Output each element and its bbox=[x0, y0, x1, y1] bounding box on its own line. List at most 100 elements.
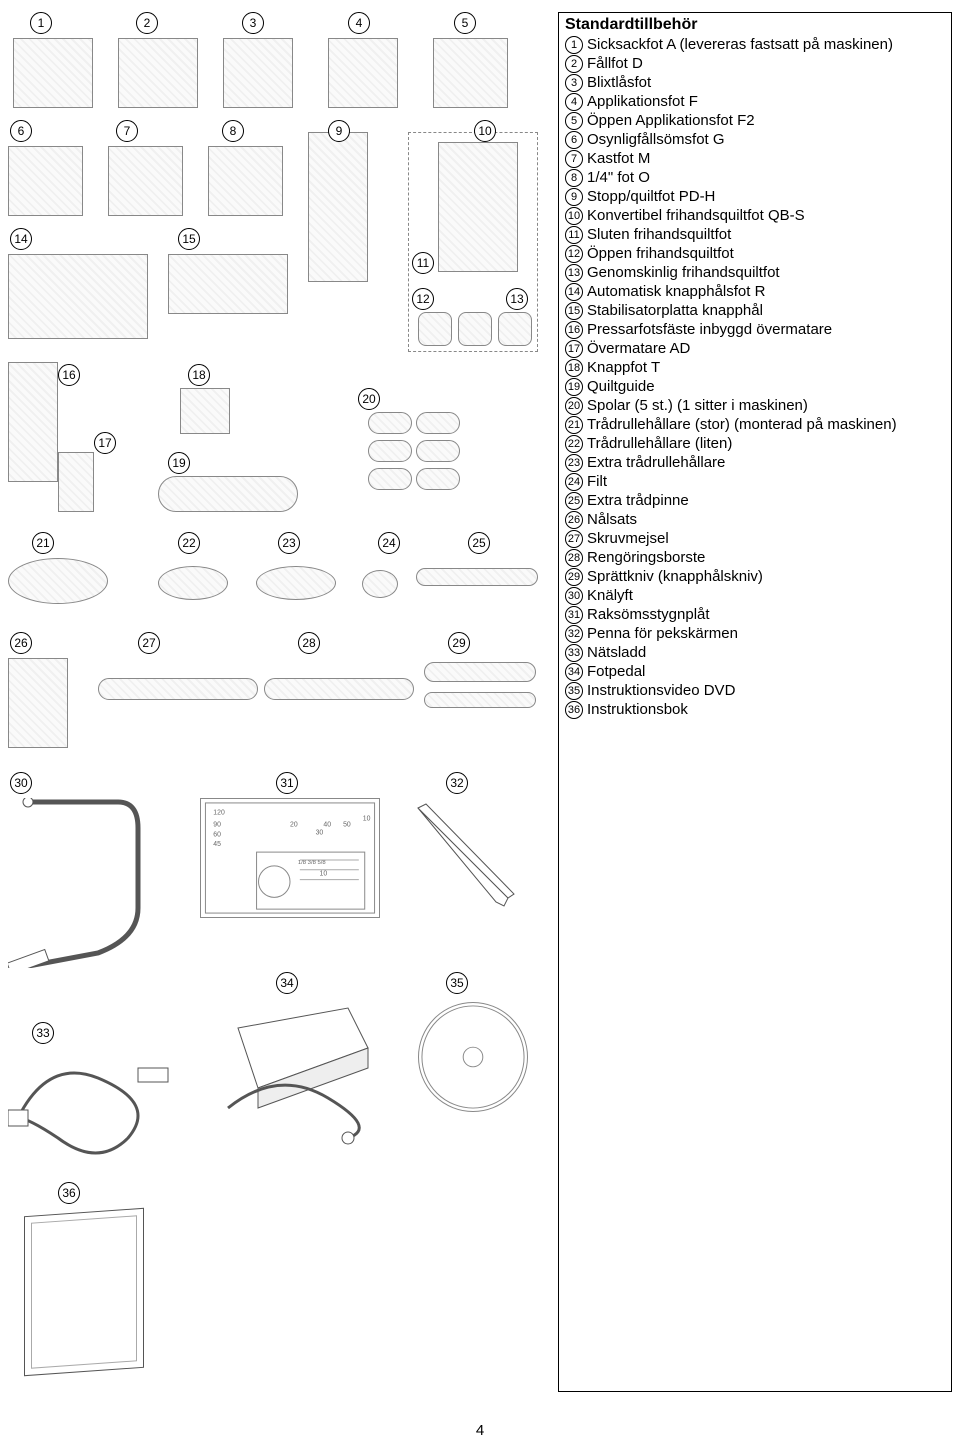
callout-32: 32 bbox=[446, 772, 468, 794]
legend-item-number: 8 bbox=[565, 169, 583, 187]
callout-4: 4 bbox=[348, 12, 370, 34]
legend-item: 2Fållfot D bbox=[563, 54, 951, 73]
bobbin-5-sketch bbox=[368, 468, 412, 490]
legend-item-number: 1 bbox=[565, 36, 583, 54]
callout-12: 12 bbox=[412, 288, 434, 310]
stabilizer-plate-sketch bbox=[168, 254, 288, 314]
seam-ripper-sketch bbox=[424, 692, 536, 708]
closed-freehand-sketch bbox=[418, 312, 452, 346]
foot-g-sketch bbox=[8, 146, 83, 216]
screwdriver-sketch bbox=[98, 678, 258, 700]
page-container: 1 2 3 4 5 6 7 8 9 10 11 12 13 bbox=[0, 0, 960, 1432]
callout-15: 15 bbox=[178, 228, 200, 250]
brush-sketch bbox=[264, 678, 414, 700]
foot-d-sketch bbox=[118, 38, 198, 108]
legend-item-label: Öppen Applikationsfot F2 bbox=[587, 111, 951, 130]
legend-item-number: 23 bbox=[565, 454, 583, 472]
bobbin-4-sketch bbox=[416, 440, 460, 462]
legend-item: 1Sicksackfot A (levereras fastsatt på ma… bbox=[563, 35, 951, 54]
foot-o-sketch bbox=[208, 146, 283, 216]
legend-item-number: 2 bbox=[565, 55, 583, 73]
legend-item-label: Trådrullehållare (stor) (monterad på mas… bbox=[587, 415, 951, 434]
legend-item: 35Instruktionsvideo DVD bbox=[563, 681, 951, 700]
power-cord-sketch bbox=[8, 1048, 178, 1158]
legend-item-label: Sluten frihandsquiltfot bbox=[587, 225, 951, 244]
callout-2: 2 bbox=[136, 12, 158, 34]
svg-text:90: 90 bbox=[213, 822, 221, 829]
legend-item: 33Nätsladd bbox=[563, 643, 951, 662]
legend-item: 26Nålsats bbox=[563, 510, 951, 529]
callout-5: 5 bbox=[454, 12, 476, 34]
legend-item: 5Öppen Applikationsfot F2 bbox=[563, 111, 951, 130]
callout-9: 9 bbox=[328, 120, 350, 142]
legend-item: 13Genomskinlig frihandsquiltfot bbox=[563, 263, 951, 282]
foot-f2-sketch bbox=[433, 38, 508, 108]
svg-text:20: 20 bbox=[290, 822, 298, 829]
legend-item-label: Knälyft bbox=[587, 586, 951, 605]
legend-item-number: 26 bbox=[565, 511, 583, 529]
legend-title: Standardtillbehör bbox=[563, 15, 951, 35]
legend-item: 7Kastfot M bbox=[563, 149, 951, 168]
legend-item-label: Automatisk knapphålsfot R bbox=[587, 282, 951, 301]
legend-item-number: 29 bbox=[565, 568, 583, 586]
callout-31: 31 bbox=[276, 772, 298, 794]
legend-item-number: 11 bbox=[565, 226, 583, 244]
callout-8: 8 bbox=[222, 120, 244, 142]
svg-text:50: 50 bbox=[343, 822, 351, 829]
legend-item: 3Blixtlåsfot bbox=[563, 73, 951, 92]
legend-item-number: 33 bbox=[565, 644, 583, 662]
svg-text:45: 45 bbox=[213, 841, 221, 848]
legend-item: 34Fotpedal bbox=[563, 662, 951, 681]
legend-item: 19Quiltguide bbox=[563, 377, 951, 396]
legend-item-label: Stabilisatorplatta knapphål bbox=[587, 301, 951, 320]
foot-m-sketch bbox=[108, 146, 183, 216]
seam-ripper-cap-sketch bbox=[424, 662, 536, 682]
open-freehand-sketch bbox=[458, 312, 492, 346]
legend-item: 6Osynligfållsömsfot G bbox=[563, 130, 951, 149]
legend-item: 15Stabilisatorplatta knapphål bbox=[563, 301, 951, 320]
legend-item-number: 15 bbox=[565, 302, 583, 320]
legend-item-label: Instruktionsvideo DVD bbox=[587, 681, 951, 700]
legend-item: 4Applikationsfot F bbox=[563, 92, 951, 111]
callout-14: 14 bbox=[10, 228, 32, 250]
legend-item-label: Raksömsstygnplåt bbox=[587, 605, 951, 624]
legend-item-label: Sicksackfot A (levereras fastsatt på mas… bbox=[587, 35, 951, 54]
svg-text:40: 40 bbox=[323, 822, 331, 829]
callout-17: 17 bbox=[94, 432, 116, 454]
legend-item-number: 3 bbox=[565, 74, 583, 92]
foot-pdh-sketch bbox=[308, 132, 368, 282]
legend-item-label: Rengöringsborste bbox=[587, 548, 951, 567]
legend-item-number: 17 bbox=[565, 340, 583, 358]
legend-item: 32Penna för pekskärmen bbox=[563, 624, 951, 643]
foot-a-sketch bbox=[13, 38, 93, 108]
legend-item: 20Spolar (5 st.) (1 sitter i maskinen) bbox=[563, 396, 951, 415]
clear-freehand-sketch bbox=[498, 312, 532, 346]
legend-item-number: 6 bbox=[565, 131, 583, 149]
svg-text:10: 10 bbox=[363, 816, 371, 823]
callout-36: 36 bbox=[58, 1182, 80, 1204]
legend-item: 12Öppen frihandsquiltfot bbox=[563, 244, 951, 263]
legend-item: 18Knappfot T bbox=[563, 358, 951, 377]
dual-feed-holder-sketch bbox=[8, 362, 58, 482]
callout-20: 20 bbox=[358, 388, 380, 410]
legend-item-label: Spolar (5 st.) (1 sitter i maskinen) bbox=[587, 396, 951, 415]
stylus-sketch bbox=[408, 798, 528, 918]
legend-item-label: Skruvmejsel bbox=[587, 529, 951, 548]
legend-item-label: Öppen frihandsquiltfot bbox=[587, 244, 951, 263]
callout-28: 28 bbox=[298, 632, 320, 654]
legend-item: 25Extra trådpinne bbox=[563, 491, 951, 510]
legend-item-number: 20 bbox=[565, 397, 583, 415]
legend-item-label: Blixtlåsfot bbox=[587, 73, 951, 92]
legend-item-label: Fotpedal bbox=[587, 662, 951, 681]
callout-3: 3 bbox=[242, 12, 264, 34]
legend-item-number: 32 bbox=[565, 625, 583, 643]
legend-item-label: Penna för pekskärmen bbox=[587, 624, 951, 643]
legend-item: 16Pressarfotsfäste inbyggd övermatare bbox=[563, 320, 951, 339]
callout-19: 19 bbox=[168, 452, 190, 474]
legend-item-number: 22 bbox=[565, 435, 583, 453]
svg-text:1/8 3/8 5/8: 1/8 3/8 5/8 bbox=[298, 860, 327, 866]
legend-item-number: 9 bbox=[565, 188, 583, 206]
svg-text:10: 10 bbox=[320, 871, 328, 878]
legend-item-label: Knappfot T bbox=[587, 358, 951, 377]
legend-item-label: Genomskinlig frihandsquiltfot bbox=[587, 263, 951, 282]
